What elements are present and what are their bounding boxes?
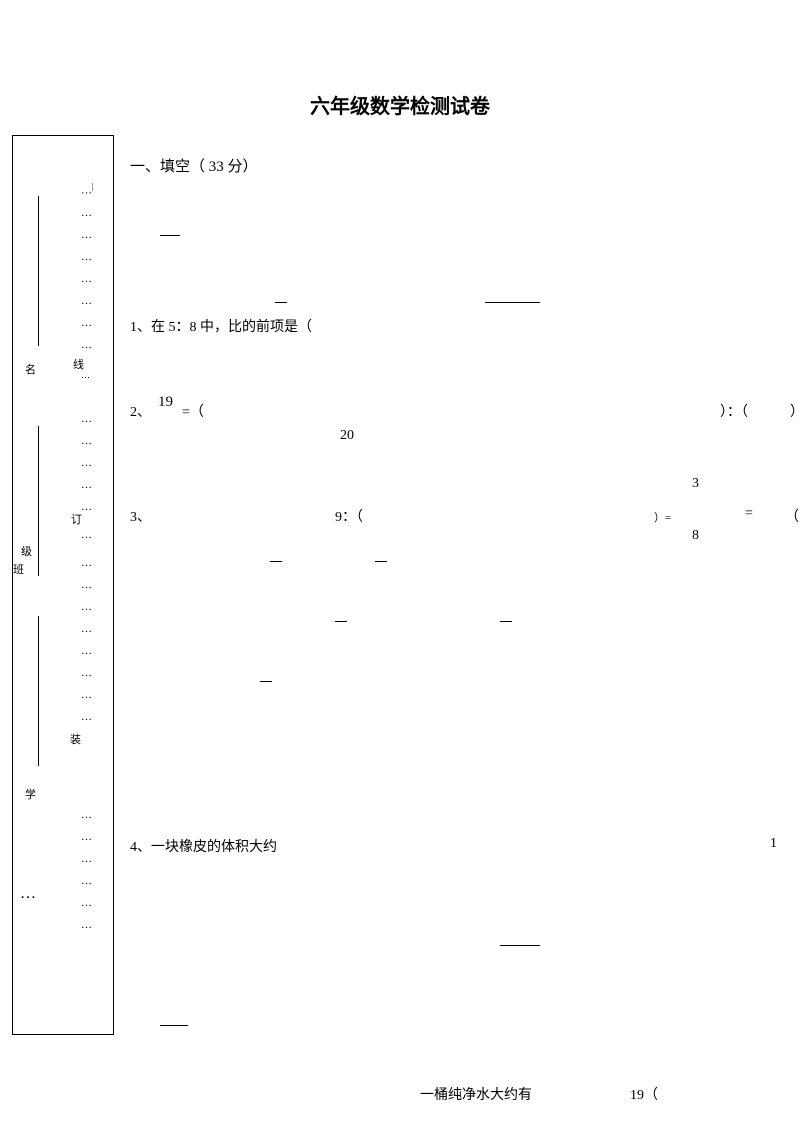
blank-dash xyxy=(160,235,180,236)
binding-dots-column: …| … … … … … … … … … … … … … … … … … … …… xyxy=(81,176,111,936)
dots: … xyxy=(81,848,111,870)
dots: … xyxy=(81,596,111,618)
close-paren: ） xyxy=(790,401,800,421)
footer-number: 19（ xyxy=(630,1084,658,1104)
blank-dash xyxy=(335,621,347,622)
blank-line xyxy=(500,945,540,946)
dots: … xyxy=(81,268,111,290)
label-ban: 班 xyxy=(13,561,24,577)
dots: … xyxy=(81,662,111,684)
close-colon-open: ）：（ xyxy=(720,401,748,421)
dots: … xyxy=(81,334,111,356)
dots: … xyxy=(81,892,111,914)
trailing-number: 1 xyxy=(770,836,777,852)
label-zhuang: 装 xyxy=(70,731,81,747)
dots: … xyxy=(81,552,111,574)
dots: … xyxy=(81,312,111,334)
question-text: 1、在 5：8 中，比的前项是（ xyxy=(130,320,312,335)
page-title: 六年级数学检测试卷 xyxy=(0,90,800,119)
dots: … xyxy=(81,202,111,224)
dots: … xyxy=(81,826,111,848)
blank-line xyxy=(160,1025,188,1026)
dots: …| xyxy=(81,176,111,202)
footer-text: 一桶纯净水大约有 xyxy=(420,1084,532,1104)
blank-dash xyxy=(260,681,272,682)
dots: … xyxy=(81,474,111,496)
fraction-numerator: 3 xyxy=(692,476,699,492)
question-3: 3、 9：（ ）= 3 8 = （ xyxy=(130,506,790,576)
question-2: 2、 19 20 =（ ）：（ ） xyxy=(130,401,790,451)
blank-dash xyxy=(270,561,282,562)
blank-dash xyxy=(275,302,287,303)
dots: … xyxy=(81,684,111,706)
equals-open: =（ xyxy=(182,401,204,421)
dots: … xyxy=(81,524,111,546)
dots: … xyxy=(81,870,111,892)
dots: … xyxy=(81,452,111,474)
blank-dash xyxy=(375,561,387,562)
label-name: 名 xyxy=(25,361,36,377)
dots: … xyxy=(81,914,111,936)
close-eq: ）= xyxy=(654,509,671,525)
label-xue: 学 xyxy=(25,786,36,802)
ratio-mid: 9：（ xyxy=(335,506,363,526)
dots: … xyxy=(81,804,111,826)
fraction-numerator: 19 xyxy=(158,394,173,411)
dots: … xyxy=(81,408,111,430)
binding-line-segment xyxy=(38,616,39,766)
stray-ellipsis: … xyxy=(20,885,36,903)
question-prefix: 2、 xyxy=(130,405,151,420)
dots: … xyxy=(81,706,111,728)
main-content: 一、填空（ 33 分） 1、在 5：8 中，比的前项是（ 2、 19 20 =（… xyxy=(130,155,790,886)
dots: … xyxy=(81,496,111,518)
dots: … xyxy=(81,574,111,596)
blank-dash xyxy=(500,621,512,622)
dots: … xyxy=(81,364,111,386)
fraction-denominator: 8 xyxy=(692,528,699,544)
binding-line-segment xyxy=(38,426,39,576)
open-paren: （ xyxy=(785,506,799,526)
equals: = xyxy=(745,506,753,522)
dots: … xyxy=(81,618,111,640)
dots: … xyxy=(81,430,111,452)
blank-line xyxy=(485,302,540,303)
question-prefix: 3、 xyxy=(130,510,151,525)
dots: … xyxy=(81,246,111,268)
question-text: 4、一块橡皮的体积大约 xyxy=(130,840,277,855)
question-4: 4、一块橡皮的体积大约 1 xyxy=(130,836,790,866)
dots: … xyxy=(81,224,111,246)
binding-line-segment xyxy=(38,196,39,346)
dots: … xyxy=(81,290,111,312)
fraction-denominator: 20 xyxy=(340,428,354,444)
section-heading: 一、填空（ 33 分） xyxy=(130,155,790,176)
dots: … xyxy=(81,640,111,662)
label-ji: 级 xyxy=(21,543,32,559)
question-1: 1、在 5：8 中，比的前项是（ xyxy=(130,316,790,346)
